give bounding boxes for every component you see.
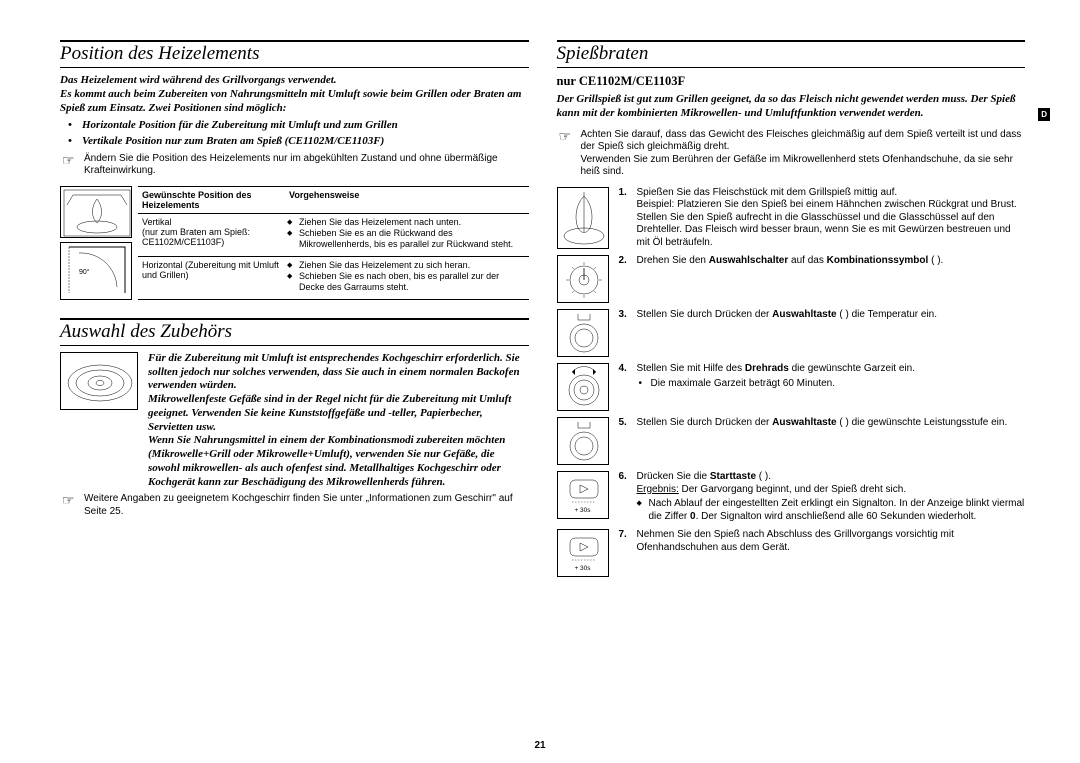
hand-note-3: ☞ Achten Sie darauf, dass das Gewicht de… [557,129,1026,179]
language-badge: D [1038,108,1050,121]
step-6: + 30s 6. Drücken Sie die Starttaste ( ).… [557,471,1026,523]
step-3: 3. Stellen Sie durch Drücken der Auswahl… [557,309,1026,357]
bullet-vertical: Vertikale Position nur zum Braten am Spi… [82,135,529,149]
step-4: 4. Stellen Sie mit Hilfe des Drehrads di… [557,363,1026,411]
th-procedure: Vorgehensweise [285,186,529,213]
hand-icon: ☞ [62,153,78,167]
accessories-row: Für die Zubereitung mit Umluft ist entsp… [60,352,529,490]
step-7: + 30s 7. Nehmen Sie den Spieß nach Absch… [557,529,1026,577]
illustration-start: + 30s [557,529,609,577]
section1-table-area: 90° Gewünschte Position des Heizelements… [60,186,529,300]
illustration-90deg: 90° [60,242,132,300]
left-column: Position des Heizelements Das Heizelemen… [60,40,529,720]
plus30-label: + 30s [574,565,590,572]
hand-note-2: ☞ Weitere Angaben zu geeignetem Kochgesc… [60,493,529,518]
step-2: 2. Drehen Sie den Auswahlschalter auf da… [557,255,1026,303]
bullet-horizontal: Horizontale Position für die Zubereitung… [82,119,529,133]
illustration-knob [557,363,609,411]
section-heading-spiess: Spießbraten [557,40,1026,68]
illustration-chicken [557,187,609,249]
hand-icon: ☞ [62,493,78,507]
th-position: Gewünschte Position des Heizelements [138,186,285,213]
plus30-label: + 30s [574,507,590,514]
right-column: Spießbraten nur CE1102M/CE1103F Der Gril… [557,40,1026,720]
table-row: Horizontal (Zubereitung mit Umluft und G… [138,256,529,299]
angle-label: 90° [79,269,90,276]
illustration-dial [557,255,609,303]
illustration-start: + 30s [557,471,609,519]
illustration-button [557,417,609,465]
hand-icon: ☞ [559,129,575,143]
section-heading-zubehoer: Auswahl des Zubehörs [60,318,529,346]
illustration-oven-interior [60,186,132,238]
table-row: Vertikal (nur zum Braten am Spieß: CE110… [138,213,529,256]
hand-note-1: ☞ Ändern Sie die Position des Heizelemen… [60,153,529,178]
section2-text: Für die Zubereitung mit Umluft ist entsp… [148,352,529,490]
model-subtitle: nur CE1102M/CE1103F [557,74,1026,89]
step-1: 1. Spießen Sie das Fleischstück mit dem … [557,187,1026,250]
right-intro: Der Grillspieß ist gut zum Grillen geeig… [557,93,1026,121]
step-5: 5. Stellen Sie durch Drücken der Auswahl… [557,417,1026,465]
illustration-turntable [60,352,138,410]
section1-bullets: Horizontale Position für die Zubereitung… [60,119,529,149]
page-number: 21 [534,740,545,751]
positions-table: Gewünschte Position des Heizelements Vor… [138,186,529,300]
section-heading-position: Position des Heizelements [60,40,529,68]
section1-intro: Das Heizelement wird während des Grillvo… [60,74,529,115]
illustration-button [557,309,609,357]
